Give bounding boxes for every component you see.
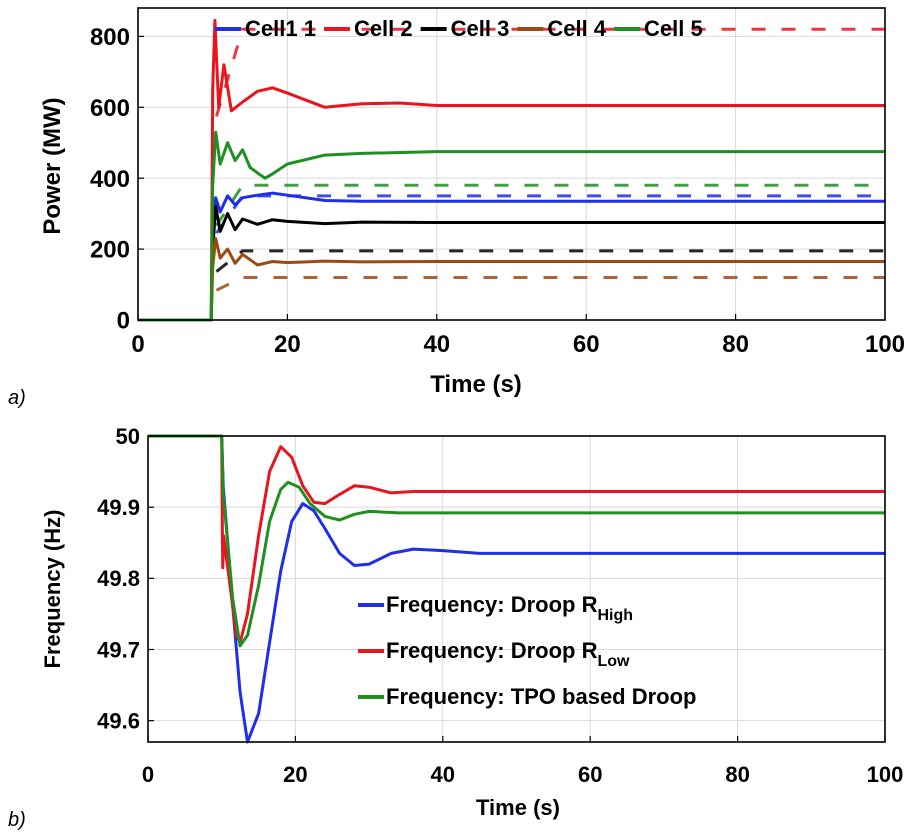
y-tick-label: 49.6 (97, 709, 140, 734)
legend-label: Cell 4 (547, 16, 606, 41)
legend-subscript: High (597, 607, 633, 624)
frequency-chart-series (148, 434, 885, 744)
series-line (138, 18, 885, 322)
y-tick-label: 49.7 (97, 637, 140, 662)
dashed-series-line (215, 249, 885, 273)
y-tick-label: 0 (117, 308, 130, 335)
power-chart-ylabel: Power (MW) (39, 97, 66, 234)
power-chart: 0 20 40 60 80 100 0 200 400 600 800 Time (s) Power… (8, 7, 905, 409)
x-tick-label: 80 (725, 762, 749, 787)
x-tick-label: 0 (142, 762, 154, 787)
x-tick-label: 80 (722, 331, 749, 358)
frequency-chart-ticks: 0 20 40 60 80 100 49.6 49.7 49.8 49.9 50 (97, 424, 903, 787)
y-tick-label: 49.8 (97, 566, 140, 591)
y-tick-label: 50 (116, 424, 140, 449)
legend-label: Cell1 1 (245, 16, 316, 41)
y-tick-label: 800 (90, 24, 130, 51)
x-tick-label: 0 (131, 331, 144, 358)
power-chart-series (138, 18, 885, 322)
power-chart-xlabel: Time (s) (430, 371, 522, 398)
y-tick-label: 600 (90, 95, 130, 122)
legend-subscript: Low (597, 653, 630, 670)
power-chart-dashed-series (214, 27, 885, 292)
y-tick-label: 200 (90, 237, 130, 264)
frequency-chart-ylabel: Frequency (Hz) (40, 510, 65, 669)
series-line (138, 237, 885, 322)
y-tick-label: 400 (90, 166, 130, 193)
power-chart-ticks: 0 20 40 60 80 100 0 200 400 600 800 (90, 24, 905, 358)
series-line (138, 205, 885, 322)
x-tick-label: 60 (578, 762, 602, 787)
series-line (148, 434, 885, 648)
y-tick-label: 49.9 (97, 495, 140, 520)
series-line (148, 434, 885, 644)
power-chart-legend: Cell1 1 Cell 2 Cell 3 Cell 4 Cell 5 (215, 16, 703, 41)
x-tick-label: 100 (865, 331, 905, 358)
power-chart-frame (137, 7, 886, 321)
panel-label-b: b) (8, 809, 26, 831)
legend-label: Frequency: TPO based Droop (386, 684, 697, 709)
dashed-series-line (214, 27, 885, 117)
dashed-series-line (215, 275, 885, 292)
x-tick-label: 100 (867, 762, 904, 787)
x-tick-label: 20 (274, 331, 301, 358)
x-tick-label: 40 (431, 762, 455, 787)
legend-label: Cell 2 (354, 16, 413, 41)
legend-label: Cell 5 (644, 16, 703, 41)
frequency-chart-xlabel: Time (s) (476, 795, 560, 820)
legend-label: Cell 3 (451, 16, 510, 41)
x-tick-label: 60 (573, 331, 600, 358)
power-chart-plot-area (138, 8, 885, 320)
frequency-chart-frame (147, 435, 886, 743)
panel-label-a: a) (8, 387, 26, 409)
frequency-chart-plot-area (148, 436, 885, 742)
x-tick-label: 20 (283, 762, 307, 787)
series-line (138, 130, 885, 322)
x-tick-label: 40 (423, 331, 450, 358)
